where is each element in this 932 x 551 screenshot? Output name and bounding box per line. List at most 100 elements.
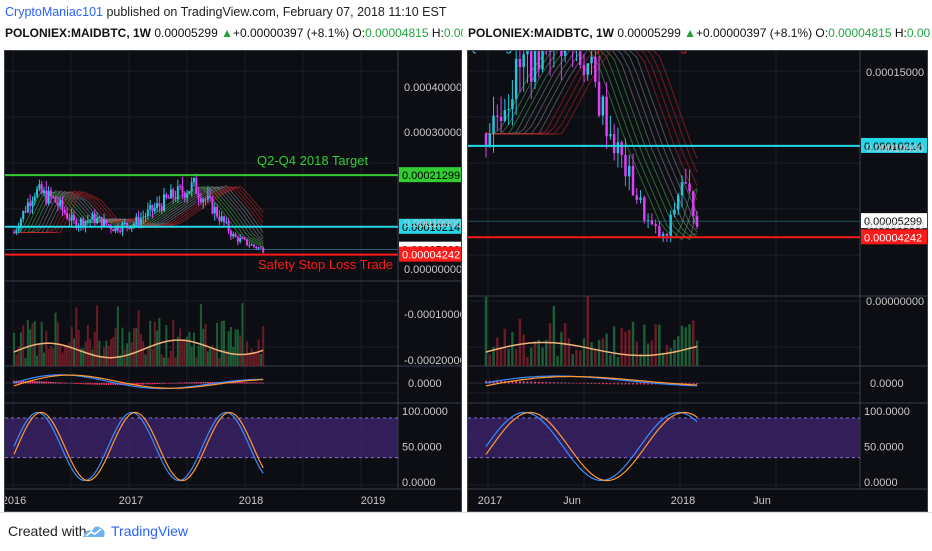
- macd-hist-bar: [256, 383, 258, 384]
- volume-bar: [511, 332, 513, 366]
- macd-hist-bar: [587, 383, 589, 384]
- chart-panel-right[interactable]: 0.00010214Q1 Target 2x0.000052990.000042…: [467, 50, 928, 512]
- candle-body: [193, 178, 195, 182]
- macd-hist-bar: [636, 383, 638, 385]
- stoch-axis-tick: 50.0000: [864, 442, 904, 454]
- macd-hist-bar: [175, 383, 177, 384]
- candle-body: [628, 166, 630, 176]
- macd-hist-bar: [82, 383, 84, 384]
- candle-body: [45, 190, 47, 203]
- high-value: 0.000: [444, 26, 463, 40]
- tradingview-brand-link[interactable]: TradingView: [111, 523, 188, 539]
- macd-hist-bar: [602, 383, 604, 384]
- candle-body: [156, 203, 158, 208]
- candle-body: [504, 110, 506, 121]
- candle-body: [22, 211, 24, 219]
- macd-axis-tick: 0.0000: [408, 378, 442, 390]
- level-price-text: 0.00021299: [402, 170, 460, 182]
- macd-hist-bar: [184, 383, 186, 384]
- candle-body: [50, 191, 52, 197]
- candle-body: [198, 194, 200, 198]
- volume-bar: [177, 337, 179, 366]
- volume-bar: [218, 358, 220, 366]
- macd-hist-bar: [36, 381, 38, 383]
- candle-body: [119, 231, 121, 232]
- macd-hist-bar: [172, 383, 174, 384]
- volume-bar: [188, 332, 190, 366]
- candle-body: [29, 202, 31, 206]
- macd-hist-bar: [251, 382, 253, 383]
- macd-hist-bar: [69, 383, 71, 384]
- volume-bar: [515, 349, 517, 366]
- candle-body: [594, 57, 596, 82]
- volume-bar: [590, 342, 592, 366]
- candle-body: [151, 205, 153, 211]
- volume-bar: [485, 297, 487, 366]
- volume-bar: [500, 347, 502, 366]
- chart-svg: 0.00010214Q1 Target 2x0.000052990.000042…: [468, 51, 928, 512]
- candle-body: [145, 216, 147, 217]
- candle-body: [511, 99, 513, 109]
- high-label: H:: [432, 26, 444, 40]
- author-link[interactable]: CryptoManiac101: [5, 5, 103, 19]
- volume-bar: [609, 355, 611, 366]
- candle-body: [241, 238, 243, 239]
- volume-bar: [64, 345, 66, 366]
- macd-hist-bar: [523, 381, 525, 383]
- level-price-text: 0.00004242: [402, 250, 460, 262]
- macd-hist-bar: [583, 383, 585, 384]
- macd-hist-bar: [159, 383, 161, 384]
- macd-hist-bar: [191, 382, 193, 383]
- volume-bar: [38, 344, 40, 366]
- macd-hist-bar: [196, 382, 198, 383]
- candle-body: [103, 219, 105, 226]
- macd-hist-bar: [89, 383, 91, 385]
- volume-bar: [624, 332, 626, 366]
- macd-hist-bar: [258, 383, 260, 384]
- volume-bar: [549, 323, 551, 366]
- macd-hist-bar: [193, 382, 195, 383]
- macd-hist-bar: [617, 383, 619, 384]
- candle-body: [27, 202, 29, 212]
- volume-bar: [602, 338, 604, 366]
- volume-bar: [73, 338, 75, 366]
- macd-hist-bar: [138, 383, 140, 385]
- volume-bar: [643, 325, 645, 366]
- candle-body: [82, 219, 84, 227]
- candle-body: [692, 191, 694, 216]
- macd-hist-bar: [154, 383, 156, 384]
- level-annotation: Short Term Traders Stop Loss if holding …: [468, 51, 749, 54]
- macd-hist-bar: [41, 381, 43, 383]
- candle-body: [172, 190, 174, 198]
- volume-bar: [191, 346, 193, 366]
- volume-bar: [59, 345, 61, 366]
- candle-body: [253, 245, 255, 247]
- macd-hist-bar: [598, 383, 600, 384]
- volume-bar: [181, 340, 183, 366]
- volume-bar: [628, 330, 630, 366]
- volume-bar: [45, 331, 47, 366]
- macd-hist-bar: [66, 383, 68, 384]
- macd-hist-bar: [80, 383, 82, 384]
- candle-body: [15, 230, 17, 232]
- price-axis-tick: 0.00040000: [404, 82, 462, 94]
- volume-bar: [571, 354, 573, 366]
- price-axis-tick: 0.00015000: [866, 67, 924, 79]
- macd-hist-bar: [46, 382, 48, 384]
- macd-hist-bar: [253, 383, 255, 384]
- macd-hist-bar: [644, 383, 646, 385]
- level-annotation: Q2-Q4 2018 Target: [257, 153, 368, 168]
- candle-body: [489, 133, 491, 146]
- candle-body: [534, 51, 536, 82]
- macd-hist-bar: [564, 383, 566, 384]
- volume-bar: [545, 340, 547, 366]
- macd-hist-bar: [534, 382, 536, 384]
- volume-bar: [681, 326, 683, 366]
- macd-hist-bar: [621, 383, 623, 384]
- candle-body: [602, 97, 604, 116]
- macd-hist-bar: [576, 383, 578, 384]
- volume-bar: [568, 338, 570, 366]
- macd-hist-bar: [625, 383, 627, 384]
- macd-hist-bar: [103, 383, 105, 385]
